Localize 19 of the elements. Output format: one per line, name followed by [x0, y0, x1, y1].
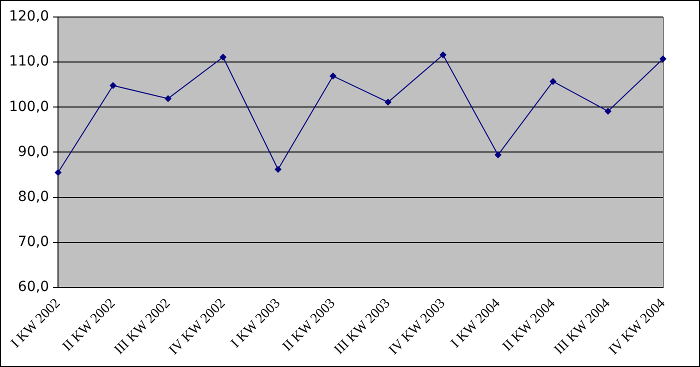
- point: [54, 169, 62, 176]
- point: [604, 108, 612, 115]
- point: [220, 54, 227, 61]
- y-tick-label: 100,0: [8, 98, 50, 115]
- point: [384, 98, 392, 106]
- y-tick-label: 80,0: [18, 188, 50, 205]
- point: [164, 95, 172, 102]
- y-tick-label: 90,0: [18, 144, 50, 160]
- y-tick-label: 120,0: [8, 8, 50, 25]
- y-tick-label: 70,0: [18, 234, 50, 250]
- y-tick-label: 60,0: [18, 279, 50, 296]
- point: [494, 151, 502, 158]
- point: [110, 82, 117, 90]
- point: [330, 72, 337, 80]
- point: [660, 55, 666, 62]
- point: [274, 166, 282, 173]
- y-tick-label: 110,0: [8, 54, 50, 70]
- point: [440, 51, 447, 58]
- point: [550, 78, 557, 85]
